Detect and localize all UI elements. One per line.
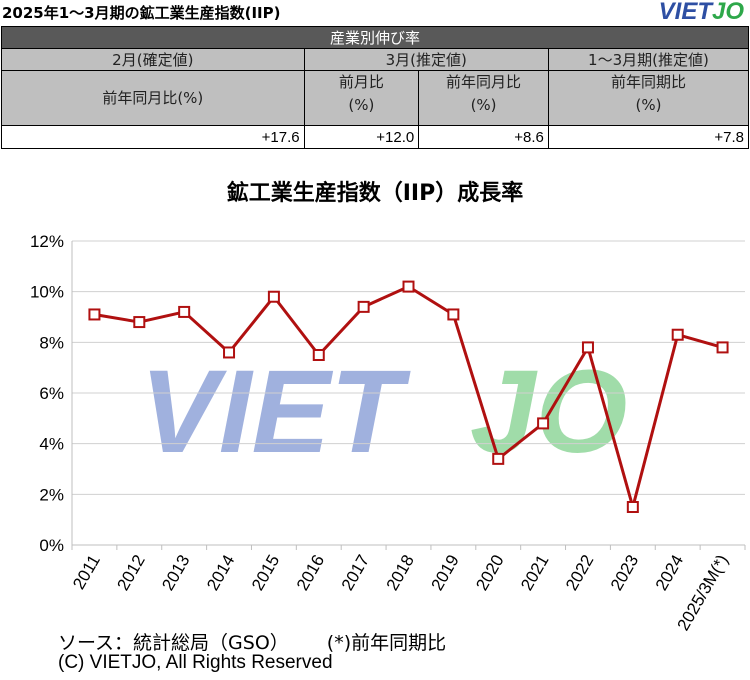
vietjo-logo: VIETJO — [658, 0, 744, 25]
data-point — [267, 290, 280, 303]
value-feb-yoy: +17.6 — [1, 125, 305, 149]
y-tick-label: 12% — [30, 232, 64, 251]
data-point — [402, 280, 415, 293]
chart-title: 鉱工業生産指数（IIP）成長率 — [226, 181, 524, 206]
feb-yoy-header: 前年同月比(%) — [1, 70, 305, 126]
footer-source: ソース：統計総局（GSO） (*)前年同期比 — [58, 632, 447, 654]
data-point — [447, 308, 460, 321]
x-tick-label: 2019 — [427, 552, 462, 594]
footer-note: (*)前年同期比 — [326, 632, 447, 654]
y-tick-label: 10% — [30, 283, 64, 302]
watermark-viet: VIET — [140, 346, 411, 478]
x-tick-label: 2023 — [607, 552, 642, 594]
summary-table: 産業別伸び率 2月(確定値) 3月(推定値) 1～3月期(推定値) 前年同月比(… — [1, 26, 750, 149]
value-mar-yoy: +8.6 — [418, 125, 549, 149]
x-tick-label: 2020 — [472, 552, 507, 594]
data-point — [223, 346, 236, 359]
data-point — [178, 305, 191, 318]
x-tick-label: 2021 — [517, 552, 552, 594]
x-tick-label: 2012 — [113, 552, 148, 594]
data-point — [492, 452, 505, 465]
y-tick-label: 4% — [39, 435, 64, 454]
col-group-q1: 1～3月期(推定値) — [547, 48, 750, 71]
data-point — [88, 308, 101, 321]
x-tick-label: 2013 — [158, 552, 193, 594]
x-tick-label: 2015 — [248, 552, 283, 594]
y-tick-label: 0% — [39, 536, 64, 555]
data-point — [716, 341, 729, 354]
data-point — [312, 349, 325, 361]
x-tick-label: 2011 — [69, 552, 104, 593]
page-title: 2025年1～3月期の鉱工業生産指数(IIP) — [2, 4, 281, 22]
q1-yoy-header: 前年同期比 (%) — [547, 70, 750, 126]
x-tick-label: 2024 — [652, 552, 687, 594]
footer-copyright: (C) VIETJO, All Rights Reserved — [58, 652, 333, 673]
data-point — [133, 316, 146, 329]
data-point — [537, 417, 550, 430]
data-point — [581, 341, 594, 354]
data-point — [671, 328, 684, 341]
data-point — [626, 501, 639, 513]
x-tick-label: 2014 — [203, 552, 238, 594]
y-tick-label: 8% — [39, 333, 64, 352]
value-mar-mom: +12.0 — [303, 125, 420, 149]
mar-mom-header: 前月比 (%) — [303, 70, 420, 126]
x-tick-label: 2018 — [383, 552, 418, 594]
value-q1-yoy: +7.8 — [547, 125, 750, 149]
y-tick-label: 6% — [39, 384, 64, 403]
mar-yoy-header: 前年同月比 (%) — [418, 70, 549, 126]
x-tick-label: 2022 — [562, 552, 597, 594]
data-point — [357, 300, 370, 313]
x-tick-label: 2017 — [338, 552, 373, 594]
y-tick-label: 2% — [39, 485, 64, 504]
x-tick-label: 2016 — [293, 552, 328, 594]
